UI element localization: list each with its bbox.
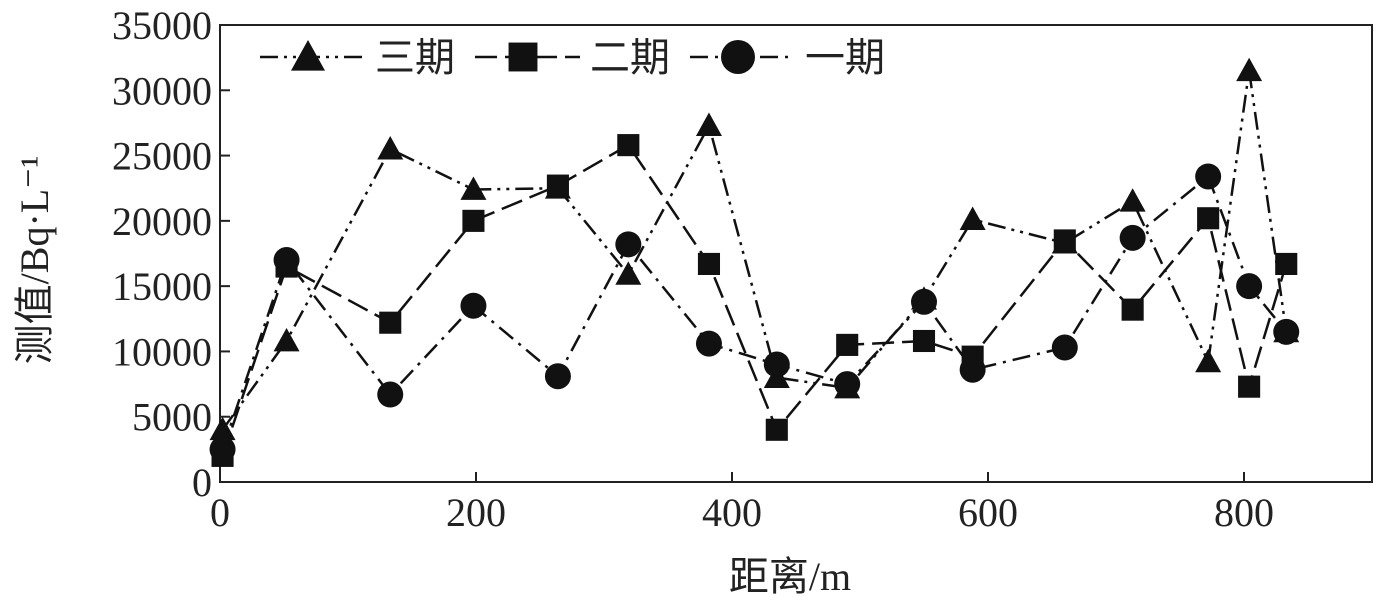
marker	[546, 174, 569, 197]
marker	[1275, 252, 1298, 275]
y-tick-label: 35000	[112, 3, 212, 48]
marker	[763, 351, 790, 378]
y-tick-label: 10000	[112, 329, 212, 374]
marker	[697, 252, 721, 275]
marker	[1238, 375, 1261, 398]
marker	[834, 371, 861, 398]
legend-label: 三期	[375, 35, 455, 80]
marker	[912, 329, 936, 353]
y-tick-label: 15000	[112, 264, 212, 309]
marker	[460, 292, 487, 319]
x-tick-label: 400	[702, 490, 762, 535]
marker	[1053, 229, 1076, 252]
marker	[765, 418, 788, 441]
y-tick-label: 20000	[112, 199, 212, 244]
marker	[1236, 57, 1263, 82]
marker	[1195, 163, 1222, 190]
legend-marker	[508, 42, 538, 72]
marker	[462, 209, 485, 232]
y-tick-label: 30000	[112, 68, 212, 113]
marker	[1197, 207, 1220, 230]
x-tick-label: 0	[210, 490, 230, 535]
x-tick-label: 800	[1214, 490, 1274, 535]
marker	[209, 436, 236, 463]
plot-frame	[219, 24, 1373, 483]
marker	[544, 363, 571, 390]
x-tick-label: 200	[446, 490, 506, 535]
y-tick-label: 5000	[132, 395, 212, 440]
legend-marker	[291, 40, 325, 71]
marker	[460, 176, 487, 200]
legend-label: 一期	[805, 35, 885, 80]
legend-marker	[721, 40, 755, 74]
marker	[379, 311, 402, 334]
y-tick-label: 25000	[112, 134, 212, 179]
marker	[615, 261, 642, 285]
marker	[377, 381, 404, 408]
series-line	[221, 143, 1288, 457]
y-tick-label: 0	[192, 460, 212, 505]
marker	[959, 206, 986, 230]
marker	[695, 112, 722, 136]
series-line	[221, 174, 1288, 450]
marker	[615, 231, 642, 258]
marker	[836, 333, 859, 356]
marker	[1195, 348, 1222, 373]
marker	[273, 247, 300, 274]
marker	[377, 136, 404, 160]
marker	[209, 416, 236, 441]
legend-label: 二期	[590, 35, 670, 80]
marker	[1273, 318, 1300, 345]
marker	[1051, 334, 1078, 361]
marker	[273, 327, 300, 352]
marker	[1121, 298, 1144, 321]
y-axis-label: 测值/Bq·L⁻¹	[12, 156, 57, 365]
marker	[617, 134, 640, 157]
marker	[1236, 273, 1263, 300]
x-tick-label: 600	[958, 490, 1018, 535]
x-axis-label: 距离/m	[729, 554, 851, 599]
marker	[959, 356, 986, 383]
marker	[911, 288, 937, 315]
marker	[695, 330, 722, 357]
marker	[1119, 188, 1146, 212]
marker	[1119, 224, 1146, 251]
